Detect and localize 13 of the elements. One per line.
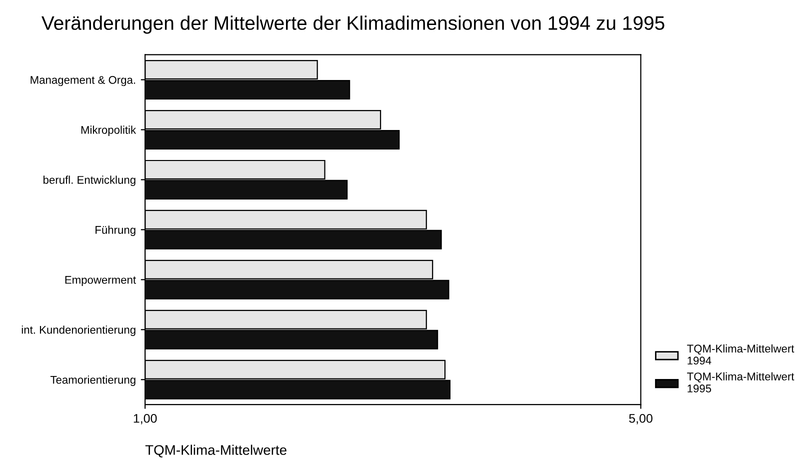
y-tick-label: Führung (96, 226, 136, 236)
y-tick-label: Teamorientierung (50, 376, 136, 386)
legend-label: TQM-Klima-Mittelwert 1995 (687, 372, 794, 392)
y-tick-label: int. Kundenorientierung (22, 326, 136, 336)
chart-title: Veränderungen der Mittelwerte der Klimadimensionen von 1994 zu 1995 (42, 16, 664, 34)
x-axis-title: TQM-Klima-Mittelwerte (145, 444, 286, 458)
y-tick-label: Mikropolitik (81, 126, 136, 136)
x-tick-label: 5,00 (629, 414, 652, 424)
y-tick-label: Management & Orga. (30, 76, 136, 86)
y-tick-label: berufl. Entwicklung (44, 176, 136, 186)
x-tick-label: 1,00 (134, 414, 157, 424)
legend-label: TQM-Klima-Mittelwert 1994 (687, 344, 794, 365)
y-tick-label: Empowerment (65, 276, 136, 286)
